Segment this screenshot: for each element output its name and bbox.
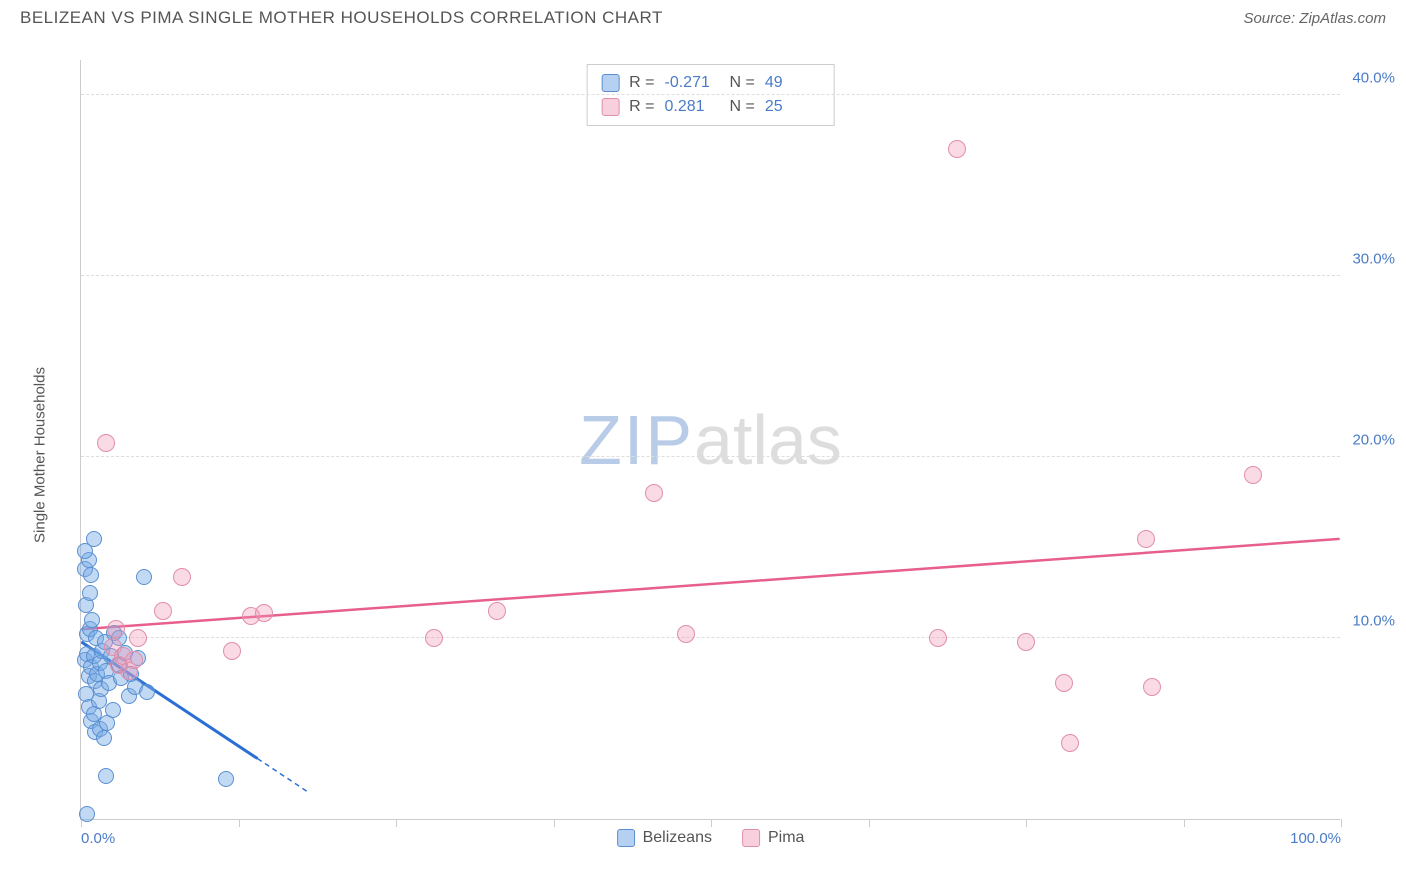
data-point [96, 730, 112, 746]
r-value: 0.281 [665, 95, 720, 119]
x-tick [1184, 819, 1185, 827]
r-label: R = [629, 95, 654, 119]
stats-row: R = -0.271 N = 49 [601, 71, 820, 95]
data-point [948, 140, 966, 158]
data-point [125, 651, 143, 669]
data-point [1055, 674, 1073, 692]
data-point [173, 568, 191, 586]
legend-item: Pima [742, 829, 804, 847]
data-point [1017, 633, 1035, 651]
watermark-atlas: atlas [694, 401, 842, 479]
x-tick [554, 819, 555, 827]
data-point [255, 604, 273, 622]
data-point [1137, 530, 1155, 548]
x-tick [1341, 819, 1342, 827]
data-point [86, 531, 102, 547]
trend-lines [81, 60, 1340, 819]
data-point [129, 629, 147, 647]
data-point [1244, 466, 1262, 484]
data-point [223, 642, 241, 660]
n-label: N = [730, 71, 755, 95]
gridline-h [81, 94, 1340, 95]
stats-row: R = 0.281 N = 25 [601, 95, 820, 119]
n-value: 49 [765, 71, 820, 95]
data-point [97, 434, 115, 452]
chart-source: Source: ZipAtlas.com [1243, 10, 1386, 27]
chart-header: BELIZEAN VS PIMA SINGLE MOTHER HOUSEHOLD… [0, 0, 1406, 28]
x-tick-label: 0.0% [81, 830, 115, 847]
legend-swatch [742, 829, 760, 847]
data-point [82, 585, 98, 601]
legend-label: Pima [768, 829, 804, 847]
r-label: R = [629, 71, 654, 95]
data-point [107, 620, 125, 638]
data-point [136, 569, 152, 585]
legend-swatch [617, 829, 635, 847]
data-point [1143, 678, 1161, 696]
data-point [105, 702, 121, 718]
data-point [677, 625, 695, 643]
y-tick-label: 30.0% [1352, 251, 1395, 268]
legend-swatch [601, 98, 619, 116]
data-point [1061, 734, 1079, 752]
legend-item: Belizeans [617, 829, 712, 847]
x-tick [711, 819, 712, 827]
y-tick-label: 40.0% [1352, 70, 1395, 87]
r-value: -0.271 [665, 71, 720, 95]
watermark-zip: ZIP [579, 401, 694, 479]
x-tick-label: 100.0% [1290, 830, 1341, 847]
data-point [425, 629, 443, 647]
data-point [79, 806, 95, 822]
x-tick [1026, 819, 1027, 827]
x-tick [396, 819, 397, 827]
legend-label: Belizeans [643, 829, 712, 847]
gridline-h [81, 637, 1340, 638]
y-tick-label: 20.0% [1352, 432, 1395, 449]
watermark: ZIPatlas [579, 400, 842, 480]
legend-swatch [601, 74, 619, 92]
gridline-h [81, 275, 1340, 276]
gridline-h [81, 456, 1340, 457]
y-tick-label: 10.0% [1352, 613, 1395, 630]
data-point [98, 768, 114, 784]
data-point [218, 771, 234, 787]
data-point [645, 484, 663, 502]
chart-title: BELIZEAN VS PIMA SINGLE MOTHER HOUSEHOLD… [20, 8, 663, 28]
plot-area: ZIPatlas R =-0.271N =49R =0.281N =25 Bel… [80, 60, 1340, 820]
data-point [488, 602, 506, 620]
data-point [83, 567, 99, 583]
x-tick [869, 819, 870, 827]
data-point [929, 629, 947, 647]
y-axis-label: Single Mother Households [32, 367, 49, 543]
data-point [154, 602, 172, 620]
chart-container: Single Mother Households ZIPatlas R =-0.… [50, 60, 1380, 850]
data-point [139, 684, 155, 700]
n-label: N = [730, 95, 755, 119]
legend: Belizeans Pima [617, 829, 805, 847]
x-tick [239, 819, 240, 827]
data-point [84, 612, 100, 628]
n-value: 25 [765, 95, 820, 119]
